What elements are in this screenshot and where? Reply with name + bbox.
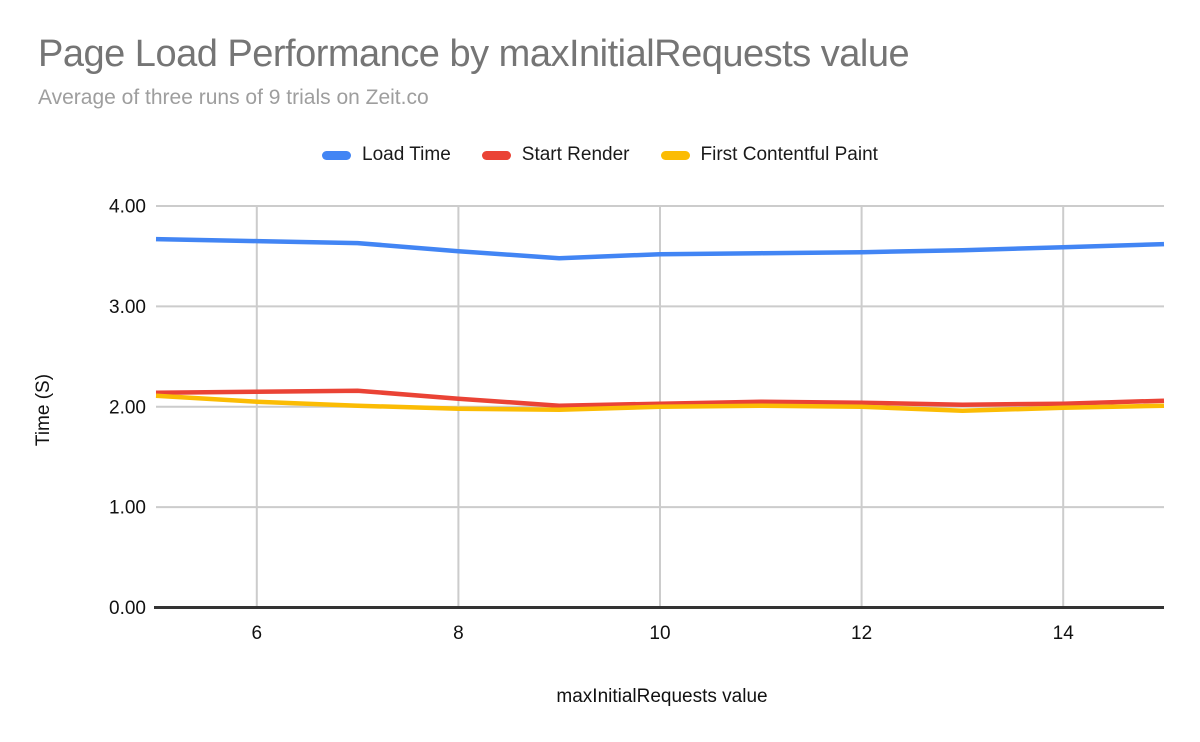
legend-item-start-render: Start Render bbox=[481, 144, 630, 166]
x-tick-label-8: 8 bbox=[453, 623, 464, 644]
series-line-load-time bbox=[155, 236, 1165, 261]
y-tick-label-0.00: 0.00 bbox=[109, 598, 146, 619]
x-tick-label-14: 14 bbox=[1053, 623, 1075, 644]
y-tick-label-4.00: 4.00 bbox=[109, 197, 146, 218]
x-tick-label-12: 12 bbox=[851, 623, 872, 644]
series-line-first-contentful-paint bbox=[155, 393, 1165, 414]
legend: Load Time Start Render First Contentful … bbox=[0, 144, 1200, 166]
legend-swatch-start-render bbox=[481, 150, 511, 160]
legend-item-load-time: Load Time bbox=[322, 144, 451, 166]
chart-subtitle: Average of three runs of 9 trials on Zei… bbox=[38, 86, 429, 109]
legend-label-first-contentful-paint: First Contentful Paint bbox=[700, 144, 878, 165]
x-axis-title: maxInitialRequests value bbox=[556, 686, 768, 707]
chart-title: Page Load Performance by maxInitialReque… bbox=[38, 33, 910, 75]
legend-label-start-render: Start Render bbox=[521, 144, 630, 165]
legend-label-load-time: Load Time bbox=[362, 144, 451, 165]
series-line-start-render bbox=[155, 388, 1165, 408]
x-tick-label-10: 10 bbox=[649, 623, 670, 644]
y-tick-label-2.00: 2.00 bbox=[109, 397, 146, 418]
x-tick-label-6: 6 bbox=[252, 623, 263, 644]
legend-item-first-contentful-paint: First Contentful Paint bbox=[660, 144, 878, 166]
y-tick-label-1.00: 1.00 bbox=[109, 498, 146, 519]
y-tick-label-3.00: 3.00 bbox=[109, 297, 146, 318]
y-axis-title: Time (S) bbox=[33, 373, 54, 447]
legend-swatch-load-time bbox=[322, 150, 352, 160]
legend-swatch-first-contentful-paint bbox=[660, 150, 690, 160]
